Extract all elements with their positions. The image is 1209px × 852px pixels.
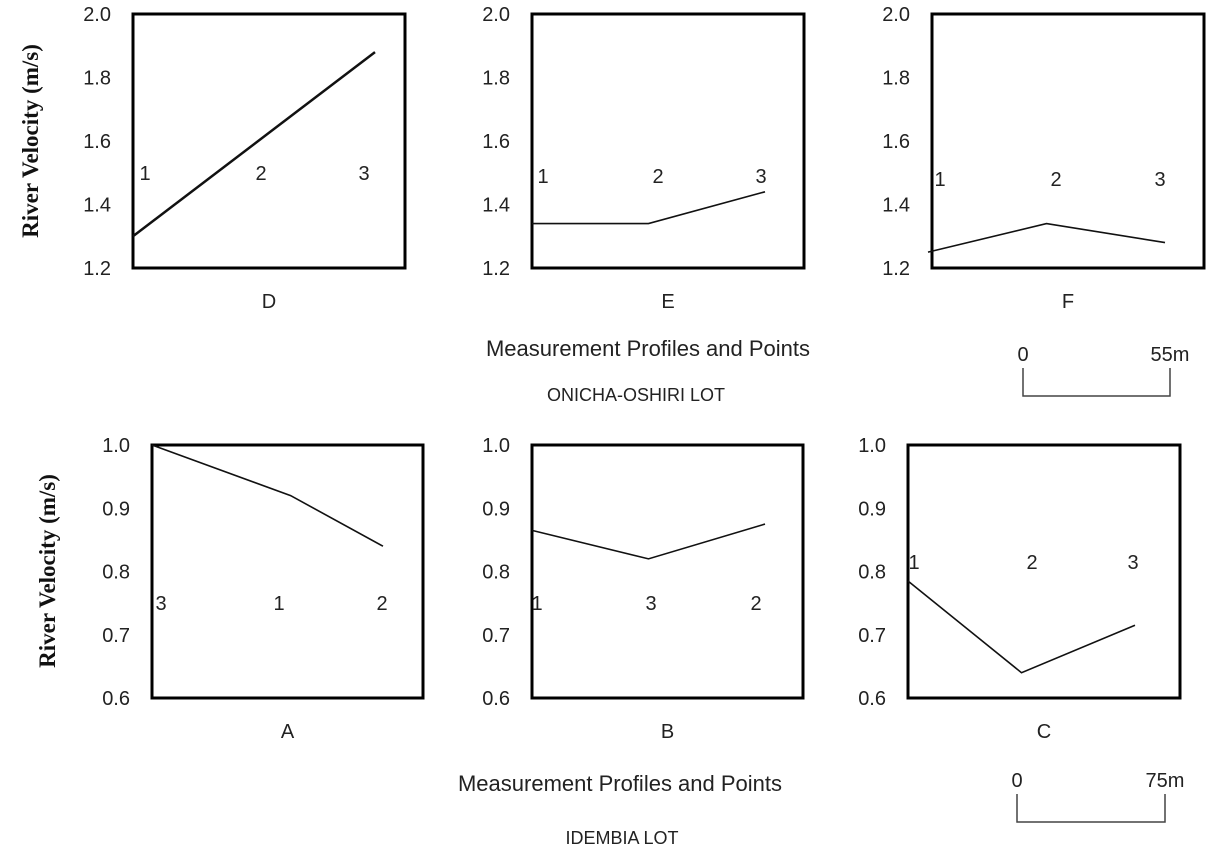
ytick-label-d-1: 1.8 (83, 68, 111, 90)
onicha-lot-label: ONICHA-OSHIRI LOT (547, 385, 725, 405)
onicha-scale-start: 0 (1017, 344, 1028, 366)
point-label-c-1: 2 (1026, 552, 1037, 574)
onicha-x-title: Measurement Profiles and Points (486, 336, 810, 361)
ytick-label-c-4: 0.6 (858, 688, 886, 710)
ytick-label-f-1: 1.8 (882, 68, 910, 90)
ytick-label-f-2: 1.6 (882, 131, 910, 153)
series-line-b (531, 523, 766, 560)
point-label-a-1: 1 (273, 593, 284, 615)
ytick-label-d-2: 1.6 (83, 131, 111, 153)
point-label-a-0: 3 (155, 593, 166, 615)
point-label-d-2: 3 (358, 163, 369, 185)
ytick-label-a-0: 1.0 (102, 435, 130, 457)
panel-frame-e (530, 12, 806, 270)
point-label-d-1: 2 (255, 163, 266, 185)
ytick-label-a-2: 0.8 (102, 562, 130, 584)
point-label-e-0: 1 (537, 166, 548, 188)
ytick-label-b-0: 1.0 (482, 435, 510, 457)
ytick-label-b-3: 0.7 (482, 625, 510, 647)
ytick-label-c-2: 0.8 (858, 562, 886, 584)
profile-label-b: B (661, 721, 674, 743)
panel-b: 1.0 0.9 0.8 0.7 0.6 1 3 2 B (482, 435, 805, 743)
series-line-e (532, 191, 766, 225)
panel-frame-b (530, 443, 805, 700)
panel-e: 2.0 1.8 1.6 1.4 1.2 1 2 3 E (482, 4, 806, 313)
profile-label-f: F (1062, 291, 1074, 313)
ytick-label-e-4: 1.2 (482, 258, 510, 280)
ytick-label-d-3: 1.4 (83, 195, 111, 217)
profile-label-e: E (661, 291, 674, 313)
panel-frame-c (906, 443, 1182, 700)
panel-frame-a (150, 443, 425, 700)
point-label-e-1: 2 (652, 166, 663, 188)
ytick-label-e-3: 1.4 (482, 195, 510, 217)
idembia-x-title: Measurement Profiles and Points (458, 771, 782, 796)
point-label-c-0: 1 (908, 552, 919, 574)
series-line-f (927, 222, 1166, 253)
y-axis-title-idembia: River Velocity (m/s) (35, 474, 60, 668)
ytick-label-b-4: 0.6 (482, 688, 510, 710)
idembia-lot-label: IDEMBIA LOT (565, 828, 678, 848)
ytick-label-b-1: 0.9 (482, 498, 510, 520)
onicha-scale-end: 55m (1151, 344, 1190, 366)
panel-c: 1.0 0.9 0.8 0.7 0.6 1 2 3 C (858, 435, 1182, 743)
series-line-d (132, 51, 376, 238)
profile-label-a: A (281, 721, 295, 743)
ytick-label-e-1: 1.8 (482, 68, 510, 90)
ytick-label-e-2: 1.6 (482, 131, 510, 153)
point-label-f-1: 2 (1050, 169, 1061, 191)
ytick-label-a-3: 0.7 (102, 625, 130, 647)
ytick-label-e-0: 2.0 (482, 4, 510, 26)
profile-label-c: C (1037, 721, 1051, 743)
point-label-e-2: 3 (755, 166, 766, 188)
idembia-scale-end: 75m (1146, 770, 1185, 792)
point-label-b-2: 2 (750, 593, 761, 615)
panel-d: 2.0 1.8 1.6 1.4 1.2 1 2 3 D River Velocity (m/s) (18, 4, 407, 313)
ytick-label-a-4: 0.6 (102, 688, 130, 710)
ytick-label-f-4: 1.2 (882, 258, 910, 280)
point-label-f-0: 1 (934, 169, 945, 191)
ytick-label-d-0: 2.0 (83, 4, 111, 26)
ytick-label-c-1: 0.9 (858, 498, 886, 520)
onicha-scale-bar: 0 55m (1017, 344, 1190, 397)
idembia-scale-bar: 0 75m (1011, 770, 1185, 823)
series-line-c (907, 580, 1136, 674)
point-label-f-2: 3 (1154, 169, 1165, 191)
ytick-label-b-2: 0.8 (482, 562, 510, 584)
ytick-label-f-0: 2.0 (882, 4, 910, 26)
panel-a: 1.0 0.9 0.8 0.7 0.6 3 1 2 A River Velocity (m/s) (35, 435, 425, 743)
ytick-label-c-3: 0.7 (858, 625, 886, 647)
point-label-b-0: 1 (531, 593, 542, 615)
ytick-label-a-1: 0.9 (102, 498, 130, 520)
ytick-label-c-0: 1.0 (858, 435, 886, 457)
profile-label-d: D (262, 291, 276, 313)
point-label-a-2: 2 (376, 593, 387, 615)
idembia-scale-start: 0 (1011, 770, 1022, 792)
y-axis-title-onicha: River Velocity (m/s) (18, 44, 43, 238)
point-label-c-2: 3 (1127, 552, 1138, 574)
point-label-b-1: 3 (645, 593, 656, 615)
panel-frame-d (131, 12, 407, 270)
panel-f: 2.0 1.8 1.6 1.4 1.2 1 2 3 F (882, 4, 1206, 313)
panel-frame-f (930, 12, 1206, 270)
ytick-label-d-4: 1.2 (83, 258, 111, 280)
series-line-a (151, 444, 384, 547)
ytick-label-f-3: 1.4 (882, 195, 910, 217)
point-label-d-0: 1 (139, 163, 150, 185)
